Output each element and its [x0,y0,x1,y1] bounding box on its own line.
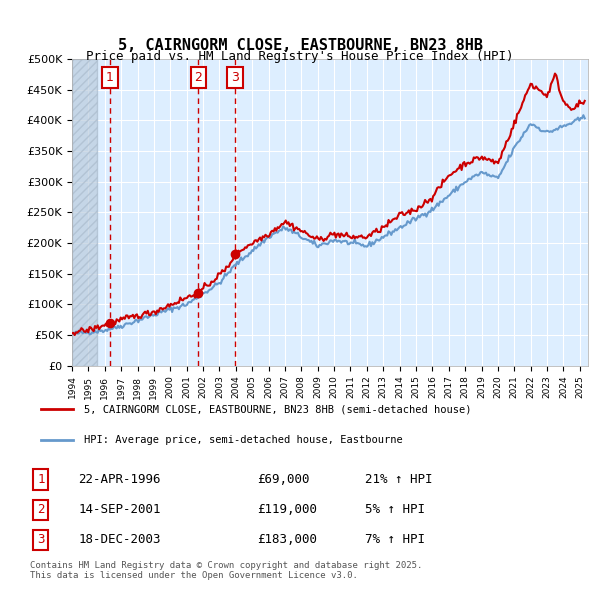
Text: 3: 3 [37,533,44,546]
Text: Price paid vs. HM Land Registry's House Price Index (HPI): Price paid vs. HM Land Registry's House … [86,50,514,63]
Text: 14-SEP-2001: 14-SEP-2001 [79,503,161,516]
Text: 1: 1 [106,71,114,84]
Text: 1: 1 [37,473,44,486]
Text: 22-APR-1996: 22-APR-1996 [79,473,161,486]
Text: HPI: Average price, semi-detached house, Eastbourne: HPI: Average price, semi-detached house,… [84,435,403,445]
Text: 2: 2 [194,71,202,84]
Text: 5% ↑ HPI: 5% ↑ HPI [365,503,425,516]
Text: 18-DEC-2003: 18-DEC-2003 [79,533,161,546]
Text: £69,000: £69,000 [257,473,310,486]
Text: £119,000: £119,000 [257,503,317,516]
Text: 7% ↑ HPI: 7% ↑ HPI [365,533,425,546]
Text: 21% ↑ HPI: 21% ↑ HPI [365,473,432,486]
Text: £183,000: £183,000 [257,533,317,546]
Text: 5, CAIRNGORM CLOSE, EASTBOURNE, BN23 8HB: 5, CAIRNGORM CLOSE, EASTBOURNE, BN23 8HB [118,38,482,53]
Text: 2: 2 [37,503,44,516]
Text: 3: 3 [231,71,239,84]
Text: Contains HM Land Registry data © Crown copyright and database right 2025.
This d: Contains HM Land Registry data © Crown c… [30,560,422,580]
Text: 5, CAIRNGORM CLOSE, EASTBOURNE, BN23 8HB (semi-detached house): 5, CAIRNGORM CLOSE, EASTBOURNE, BN23 8HB… [84,404,472,414]
